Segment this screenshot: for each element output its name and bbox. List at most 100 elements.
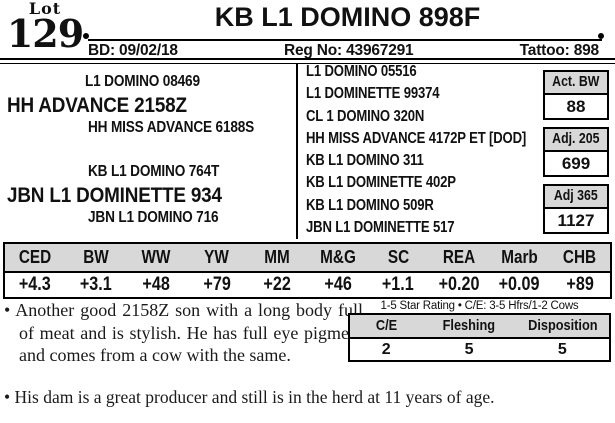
stat-label-text: Adj 365 [554,188,598,204]
epd-value: +89 [566,274,594,295]
rating-header-cell: C/E [350,315,423,337]
epd-value-cell: +0.20 [429,273,490,297]
epd-value-cell: +1.1 [368,273,429,297]
epd-value: +79 [203,274,231,295]
epd-header-cell: YW [187,244,248,271]
star-rating-block: 1-5 Star Rating • C/E: 3-5 Hfrs/1-2 Cows… [348,300,611,362]
stat-label: Adj. 205 [543,127,609,152]
epd-header-row: CED BW WW YW MM M&G SC REA Marb CHB [5,244,610,273]
note-item: • Another good 2158Z son with a long bod… [4,299,363,367]
rating-value-cell: 5 [557,341,567,358]
rating-header-cell: Disposition [516,315,609,337]
actual-birth-weight-box: Act. BW 88 [543,70,609,120]
epd-value-cell: +48 [126,273,187,297]
rule-end-dot-left [83,33,89,39]
epd-header-label: CED [19,247,52,267]
lot-label: Lot [28,0,62,18]
epd-value: +48 [142,274,170,295]
epd-value: +3.1 [79,274,112,295]
epd-value: +46 [324,274,352,295]
epd-value-cell: +79 [187,273,248,297]
sire-granddam-name: HH MISS ADVANCE 6188S [88,119,255,136]
extended-pedigree: L1 DOMINO 05516 L1 DOMINETTE 99374 CL 1 … [306,61,541,239]
epd-header-label: CHB [563,247,597,267]
extended-pedigree-row: JBN L1 DOMINETTE 517 [306,219,455,237]
epd-header-cell: M&G [308,244,369,271]
epd-value-cell: +3.1 [66,273,127,297]
rating-caption: 1-5 Star Rating • C/E: 3-5 Hfrs/1-2 Cows [380,300,579,312]
epd-header-cell: CED [5,244,66,271]
extended-pedigree-row: CL 1 DOMINO 320N [306,107,425,125]
epd-header-cell: REA [429,244,490,271]
bullet-icon: • [4,387,11,407]
epd-header-label: Marb [500,247,538,267]
rating-header-label: C/E [375,317,397,334]
rating-value-row: 2 5 5 [350,339,609,360]
stat-value: 699 [543,150,609,177]
rating-header-cell: Fleshing [423,315,516,337]
dam-grandsire-name: KB L1 DOMINO 764T [88,163,220,180]
tattoo-number: Tattoo: 898 [519,42,600,59]
stat-label-text: Act. BW [552,74,600,90]
adjusted-365-weight-box: Adj 365 1127 [543,184,609,234]
rating-table: C/E Fleshing Disposition 2 5 5 [348,313,611,362]
animal-title: KB L1 DOMINO 898F [214,2,481,32]
rating-value-cell: 5 [464,341,474,358]
rating-header-row: C/E Fleshing Disposition [350,315,609,339]
epd-value-cell: +46 [308,273,369,297]
bullet-icon: • [4,300,11,320]
extended-pedigree-row: HH MISS ADVANCE 4172P ET [DOD] [306,129,527,147]
rating-header-label: Disposition [527,317,598,334]
stat-value: 1127 [543,207,609,234]
epd-value: +4.3 [19,274,52,295]
rating-header-label: Fleshing [442,317,496,334]
epd-value: +22 [263,274,291,295]
note-item: • His dam is a great producer and still … [4,387,613,408]
lot-block: Lot 129 [2,0,88,56]
epd-header-label: BW [83,247,109,267]
epd-header-label: YW [204,247,230,267]
epd-table: CED BW WW YW MM M&G SC REA Marb CHB +4.3… [3,242,612,299]
extended-pedigree-row: L1 DOMINO 05516 [306,63,417,80]
extended-pedigree-row: KB L1 DOMINO 509R [306,196,434,214]
dam-granddam-name: JBN L1 DOMINO 716 [88,209,219,226]
epd-header-cell: Marb [489,244,550,271]
extended-pedigree-row: KB L1 DOMINETTE 402P [306,174,456,192]
birth-date: BD: 09/02/18 [88,42,178,59]
rule-end-dot-right [598,33,604,39]
epd-header-cell: WW [126,244,187,271]
epd-value-cell: +89 [550,273,611,297]
epd-value: +1.1 [382,274,415,295]
epd-value-row: +4.3 +3.1 +48 +79 +22 +46 +1.1 +0.20 +0.… [5,273,610,297]
epd-value-cell: +0.09 [489,273,550,297]
lot-number: 129 [6,11,84,56]
epd-header-label: M&G [319,247,356,267]
epd-header-label: REA [442,247,475,267]
epd-header-cell: CHB [550,244,611,271]
sire-grandsire-name: L1 DOMINO 08469 [85,73,200,90]
rating-value-cell: 2 [381,341,391,358]
sire-name: HH ADVANCE 2158Z [7,94,187,117]
epd-header-cell: SC [368,244,429,271]
stat-label: Act. BW [543,70,609,95]
registration-number: Reg No: 43967291 [283,42,414,59]
epd-value-cell: +22 [247,273,308,297]
epd-header-label: MM [264,247,291,267]
stat-value: 88 [543,93,609,120]
extended-pedigree-row: L1 DOMINETTE 99374 [306,85,440,103]
adjusted-205-weight-box: Adj. 205 699 [543,127,609,177]
double-divider [0,58,615,64]
epd-header-label: SC [387,247,409,267]
dam-name: JBN L1 DOMINETTE 934 [7,184,222,207]
identification-row: BD: 09/02/18 Reg No: 43967291 Tattoo: 89… [88,42,599,60]
epd-header-cell: MM [247,244,308,271]
epd-header-label: WW [141,247,171,267]
stat-label: Adj 365 [543,184,609,209]
stat-label-text: Adj. 205 [552,131,600,147]
pedigree-divider-line [296,63,298,239]
epd-value-cell: +4.3 [5,273,66,297]
epd-value: +0.20 [438,274,480,295]
epd-header-cell: BW [66,244,127,271]
epd-value: +0.09 [498,274,540,295]
